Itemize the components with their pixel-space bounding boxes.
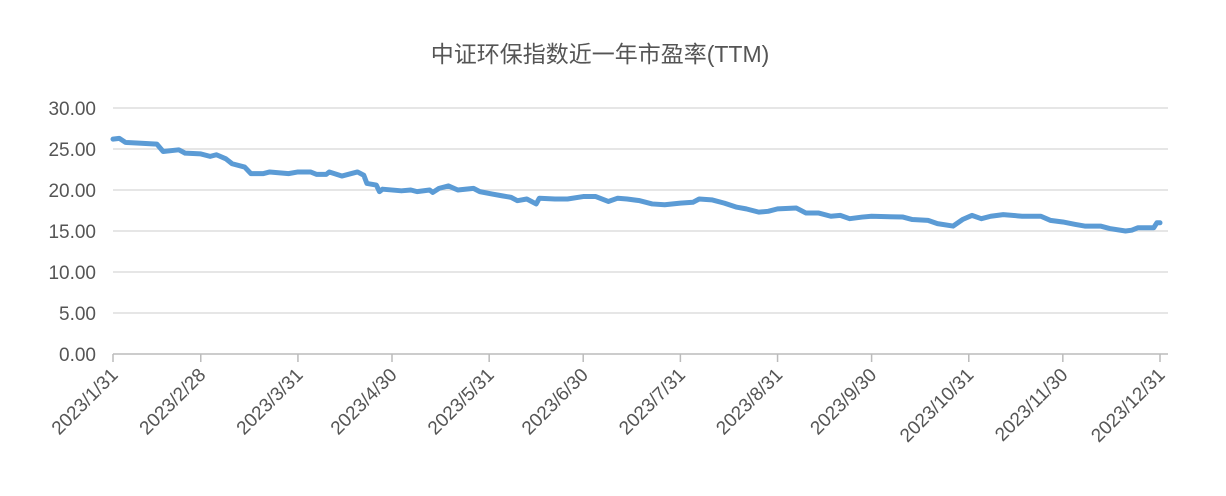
y-tick-label: 0.00 (59, 345, 96, 366)
x-tick-label: 2023/2/28 (136, 365, 211, 440)
x-tick-label: 2023/12/31 (1087, 365, 1169, 447)
y-tick-label: 30.00 (48, 99, 96, 120)
x-tick-label: 2023/6/30 (518, 365, 593, 440)
x-tick-label: 2023/4/30 (327, 365, 402, 440)
y-tick-label: 25.00 (48, 140, 96, 161)
y-tick-label: 15.00 (48, 222, 96, 243)
y-tick-label: 20.00 (48, 181, 96, 202)
y-tick-label: 5.00 (59, 304, 96, 325)
line-series (110, 135, 1163, 234)
x-tick-label: 2023/9/30 (807, 365, 882, 440)
x-tick-label: 2023/8/31 (712, 365, 787, 440)
x-tick-label: 2023/11/30 (991, 365, 1072, 446)
x-tick-label: 2023/3/31 (233, 365, 308, 440)
x-tick-label: 2023/10/31 (896, 365, 978, 447)
x-tick-label: 2023/5/31 (424, 365, 499, 440)
x-tick-label: 2023/7/31 (615, 365, 690, 440)
x-tick-label: 2023/1/31 (48, 365, 123, 440)
y-tick-label: 10.00 (48, 263, 96, 284)
chart-title: 中证环保指数近一年市盈率(TTM) (431, 41, 770, 67)
